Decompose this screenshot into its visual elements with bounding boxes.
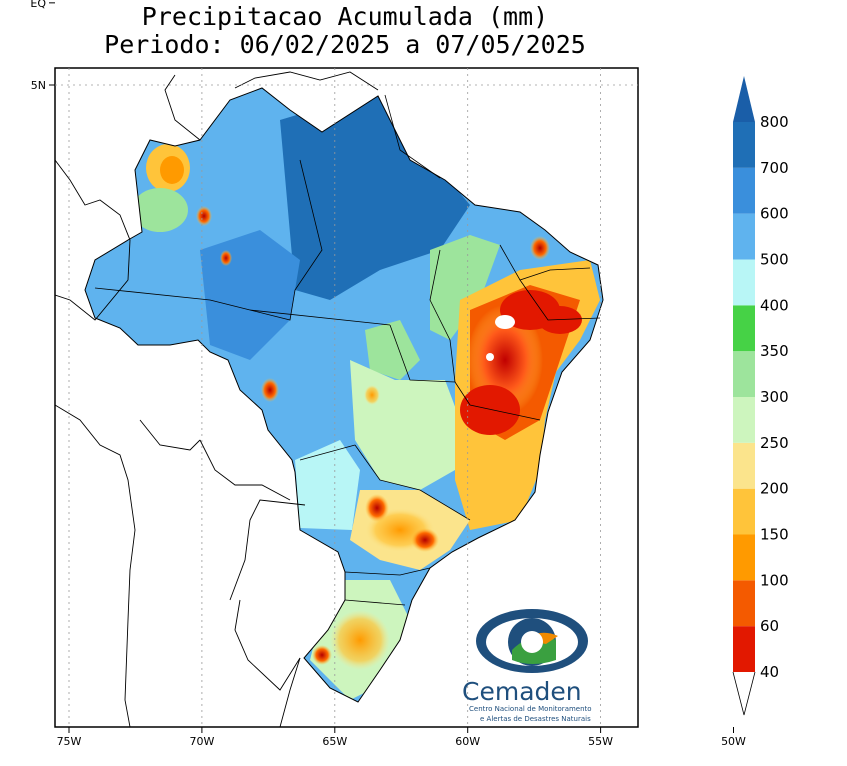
colorbar-label: 400 — [760, 296, 789, 314]
colorbar-label: 800 — [760, 113, 789, 131]
colorbar-band — [733, 213, 755, 260]
south-america-borders — [55, 71, 379, 727]
lon-tick-label: 70W — [189, 735, 214, 748]
logo-eye-pupil — [521, 631, 543, 653]
colorbar-label: 300 — [760, 388, 789, 406]
colorbar-label: 200 — [760, 480, 789, 498]
colorbar-label: 600 — [760, 205, 789, 223]
colorbar-band — [733, 534, 755, 581]
colorbar-label: 500 — [760, 251, 789, 269]
lon-tick-label: 50W — [721, 735, 746, 748]
colorbar-band — [733, 305, 755, 352]
lon-tick-label: 65W — [322, 735, 347, 748]
colorbar-band — [733, 580, 755, 627]
colorbar-band — [733, 167, 755, 214]
map-graticule — [55, 68, 638, 727]
colorbar-label: 40 — [760, 663, 779, 681]
colorbar-band — [733, 351, 755, 397]
cemaden-logo: Cemaden Centro Nacional de Monitoramento… — [462, 609, 592, 723]
map-title: Precipitacao Acumulada (mm) — [141, 2, 549, 31]
logo-subtitle-line2: e Alertas de Desastres Naturais — [480, 715, 591, 723]
lat-tick-label: EQ — [30, 0, 46, 10]
lon-tick-label: 55W — [588, 735, 613, 748]
lat-tick-label: 5N — [31, 79, 46, 92]
colorbar-label: 60 — [760, 617, 779, 635]
colorbar: 40 60 100 150 200 250 300 350 400 500 600 700 800 — [732, 76, 789, 716]
brazil-border — [84, 87, 604, 703]
logo-subtitle-line1: Centro Nacional de Monitoramento — [469, 705, 592, 713]
colorbar-label: 150 — [760, 526, 789, 544]
colorbar-label: 250 — [760, 434, 789, 452]
colorbar-band — [733, 442, 755, 489]
colorbar-band — [733, 259, 755, 306]
colorbar-bottom-extension — [732, 671, 756, 716]
logo-name: Cemaden — [462, 677, 582, 706]
lon-tick-label: 75W — [57, 735, 82, 748]
colorbar-label: 350 — [760, 342, 789, 360]
colorbar-label: 100 — [760, 571, 789, 589]
state-borders — [94, 94, 601, 606]
lon-tick-label: 60W — [455, 735, 480, 748]
colorbar-label: 700 — [760, 159, 789, 177]
colorbar-band — [733, 626, 755, 672]
colorbar-band — [733, 397, 755, 443]
map-period: Periodo: 06/02/2025 a 07/05/2025 — [104, 30, 586, 59]
colorbar-band — [733, 488, 755, 535]
map-axes: 75W70W65W60W55W50W45W40W35W5NEQ5S10S15S2… — [30, 0, 746, 748]
colorbar-top-extension — [733, 76, 755, 122]
colorbar-band — [733, 122, 755, 168]
